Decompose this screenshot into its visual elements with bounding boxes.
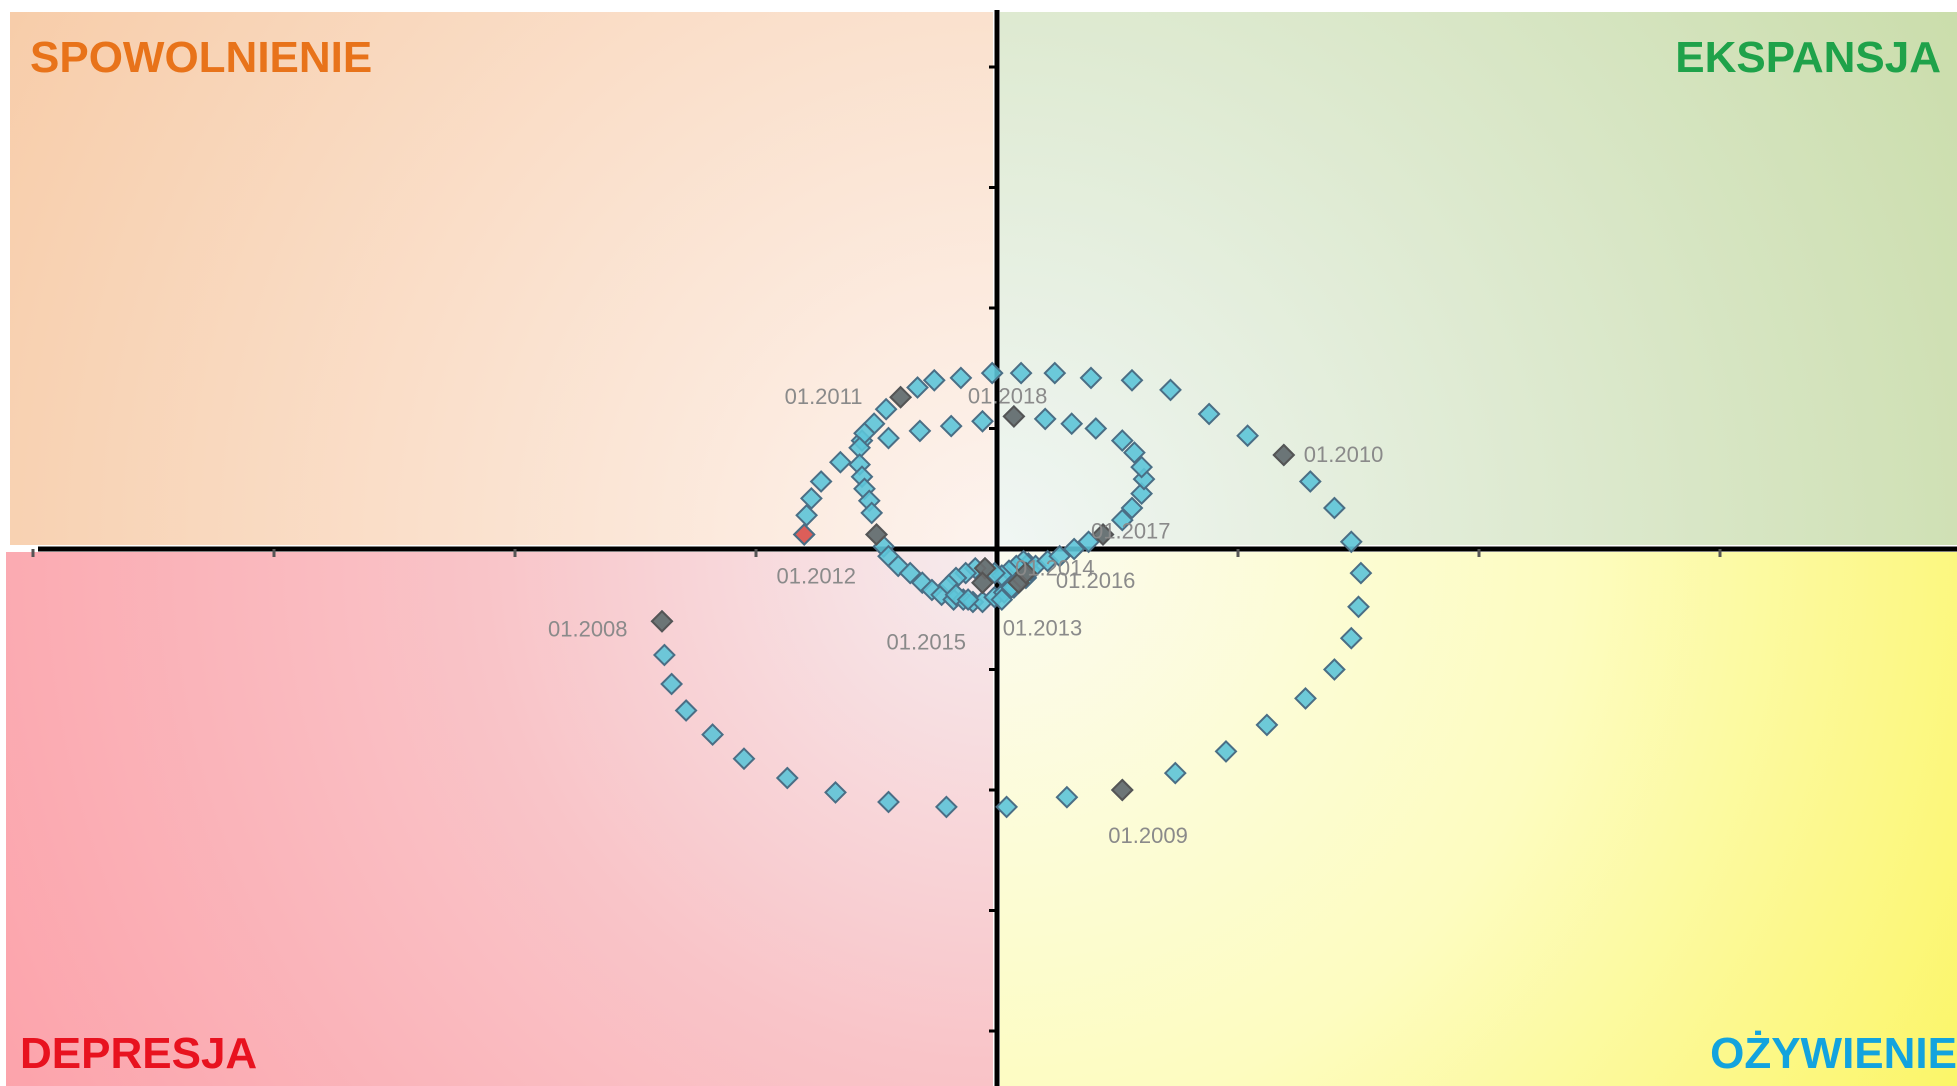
data-label: 01.2015 [887,630,967,655]
data-label: 01.2011 [785,384,863,409]
data-label: 01.2013 [1003,616,1083,641]
data-label: 01.2012 [777,564,857,589]
data-label: 01.2010 [1304,442,1384,467]
quadrant-bottom-left [6,552,993,1086]
quadrant-label-bottom-right: OŻYWIENIE [1710,1029,1957,1078]
data-label: 01.2016 [1056,568,1136,593]
data-label: 01.2018 [968,383,1048,408]
quadrant-label-top-right: EKSPANSJA [1675,33,1941,82]
data-label: 01.2008 [548,616,628,641]
quadrant-label-top-left: SPOWOLNIENIE [30,33,372,82]
data-label: 01.2017 [1091,519,1171,544]
quadrant-bottom-right [1000,552,1957,1086]
quadrant-label-bottom-left: DEPRESJA [20,1029,257,1078]
data-label: 01.2009 [1108,823,1188,848]
